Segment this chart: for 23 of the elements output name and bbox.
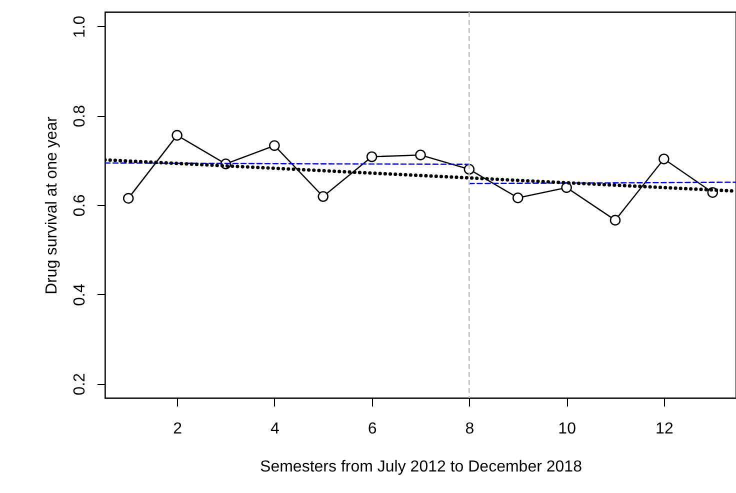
- x-tick-label: 12: [656, 420, 674, 438]
- x-tick-label: 10: [558, 420, 576, 438]
- point: [269, 140, 280, 151]
- point: [561, 182, 572, 193]
- point: [318, 191, 329, 202]
- point: [512, 192, 524, 204]
- point: [366, 151, 378, 162]
- y-tick-label: 0.6: [72, 194, 88, 217]
- x-tick-label: 4: [270, 420, 280, 438]
- point: [658, 154, 670, 164]
- y-tick-label: 1.0: [72, 16, 88, 38]
- y-tick-label: 0.4: [72, 284, 88, 306]
- point: [172, 130, 182, 141]
- point: [610, 214, 621, 226]
- y-axis-title: Drug survival at one year: [44, 116, 60, 294]
- x-tick-label: 8: [465, 420, 474, 438]
- y-tick-label: 0.2: [72, 372, 88, 396]
- point: [122, 192, 134, 204]
- x-tick-label: 2: [173, 420, 182, 438]
- point: [415, 150, 426, 160]
- y-tick-label: 0.8: [72, 104, 88, 128]
- x-tick-label: 6: [368, 420, 377, 438]
- x-axis-title: Semesters from July 2012 to December 2018: [260, 458, 582, 476]
